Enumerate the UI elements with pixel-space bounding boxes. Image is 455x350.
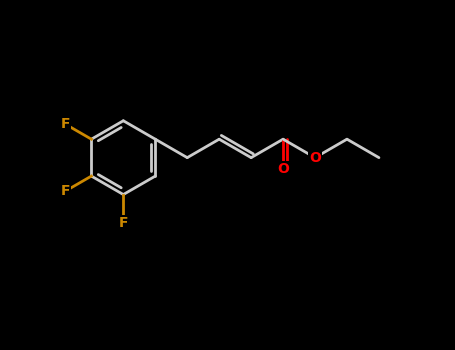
Text: F: F xyxy=(61,184,70,198)
Text: F: F xyxy=(61,117,70,131)
Text: O: O xyxy=(277,162,289,176)
Text: F: F xyxy=(119,216,128,230)
Text: O: O xyxy=(309,150,321,164)
